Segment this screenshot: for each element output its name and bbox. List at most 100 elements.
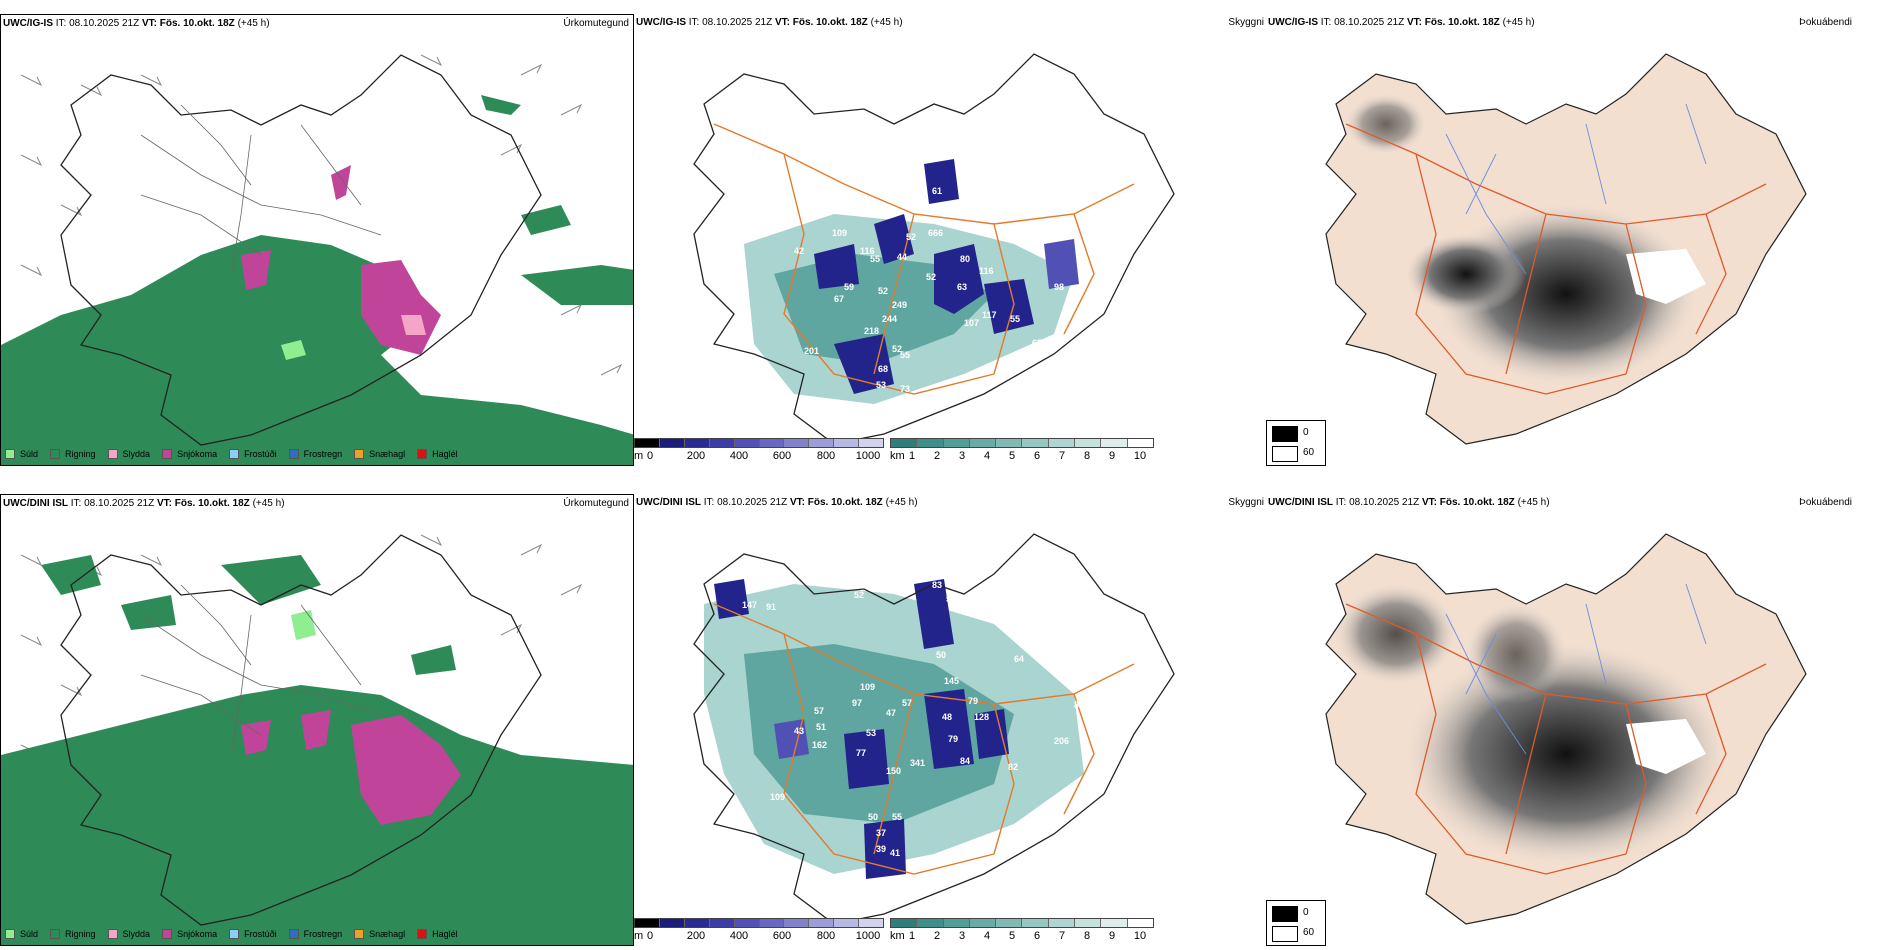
ceiling-tick: 0 <box>646 450 654 462</box>
legend-item-haglel: Haglél <box>417 929 458 939</box>
ceiling-tick: 1000 <box>855 450 881 462</box>
cloud-label: 55 <box>892 812 902 822</box>
fog-legend-max: 60 <box>1303 927 1315 938</box>
visibility-colorbar: km 1 2 3 4 5 6 7 8 9 10 <box>890 438 1154 466</box>
precip-map <box>1 54 633 465</box>
cloud-label: 53 <box>876 380 886 390</box>
precip-type-panel-row2: UWC/DINI ISL IT: 08.10.2025 21Z VT: Fös.… <box>0 494 634 946</box>
cloud-label: 107 <box>964 318 979 328</box>
cloud-label: 206 <box>1054 736 1069 746</box>
legend-item-rigning: Rigning <box>50 449 96 459</box>
vis-tick: 5 <box>1008 930 1016 942</box>
ceiling-tick: 200 <box>686 930 706 942</box>
ceiling-tick: 800 <box>816 930 836 942</box>
visibility-map: 147 91 52 83 53 50 109 97 57 79 57 43 51… <box>693 533 1175 925</box>
cloud-label: 116 <box>860 246 875 256</box>
contours <box>140 584 382 756</box>
legend-item-frostudi: Frostúði <box>229 449 277 459</box>
visibility-panel-row1: UWC/IG-IS IT: 08.10.2025 21Z VT: Fös. 10… <box>634 14 1266 466</box>
contours <box>140 104 382 276</box>
fog-legend-min: 0 <box>1303 907 1309 918</box>
cloud-label: 55 <box>870 254 880 264</box>
rain-area <box>1 235 633 465</box>
legend-item-haglel: Haglél <box>417 449 458 459</box>
vis-tick: 8 <box>1083 930 1091 942</box>
road-network <box>1345 123 1767 395</box>
visibility-scale <box>890 918 1154 928</box>
panel-title: Skyggni <box>1228 17 1264 28</box>
cloud-label: 57 <box>902 698 912 708</box>
cloud-label: 218 <box>864 326 879 336</box>
ceiling-tick: 600 <box>772 930 792 942</box>
cloud-label: 53 <box>946 594 956 604</box>
cloud-label: 42 <box>794 246 804 256</box>
fog-panel-row2: UWC/DINI ISL IT: 08.10.2025 21Z VT: Fös.… <box>1266 494 1900 946</box>
cloud-label: 83 <box>932 580 942 590</box>
rain-area <box>1 685 633 945</box>
legend-item-slydda: Slydda <box>107 929 150 939</box>
iceland-coast <box>693 53 1175 445</box>
vis-tick: 8 <box>1083 450 1091 462</box>
cloud-label: 67 <box>834 294 844 304</box>
panel-header: UWC/DINI ISL IT: 08.10.2025 21Z VT: Fös.… <box>3 498 285 509</box>
cloud-label: 91 <box>766 602 776 612</box>
vis-tick: 2 <box>933 450 941 462</box>
cloud-label: 51 <box>816 722 826 732</box>
cloud-label: 82 <box>1008 762 1018 772</box>
legend-item-rigning: Rigning <box>50 929 96 939</box>
precip-legend: Súld Rigning Slydda Snjókoma Frostúði Fr… <box>5 449 470 459</box>
vis-tick: 1 <box>908 450 916 462</box>
iceland-coast <box>1325 53 1807 445</box>
vis-tick: 2 <box>933 930 941 942</box>
fog-map <box>1325 533 1807 925</box>
cloud-label: 341 <box>910 758 925 768</box>
cloud-label: 68 <box>878 364 888 374</box>
panel-header: UWC/IG-IS IT: 08.10.2025 21Z VT: Fös. 10… <box>636 17 903 28</box>
legend-item-snjokoma: Snjókoma <box>162 929 217 939</box>
legend-item-frostregn: Frostregn <box>288 449 342 459</box>
cloud-label: 61 <box>932 186 942 196</box>
visibility-unit: km <box>890 930 905 942</box>
cloud-label: 55 <box>900 350 910 360</box>
iceland-coast <box>693 533 1175 925</box>
panel-header: UWC/DINI ISL IT: 08.10.2025 21Z VT: Fös.… <box>1268 497 1550 508</box>
cloud-label: 244 <box>882 314 897 324</box>
cloud-label: 145 <box>944 676 959 686</box>
cloud-label: 41 <box>890 848 900 858</box>
panel-title: Þokuábendi <box>1799 17 1852 28</box>
cloud-label: 53 <box>866 728 876 738</box>
cloud-label: 79 <box>948 734 958 744</box>
road-network <box>713 603 1135 875</box>
ceiling-tick: 400 <box>729 930 749 942</box>
panel-title: Úrkomutegund <box>563 498 629 509</box>
panel-title: Skyggni <box>1228 497 1264 508</box>
fog-legend: 0 60 <box>1266 900 1326 946</box>
legend-item-frostregn: Frostregn <box>288 929 342 939</box>
ceiling-scale <box>634 918 884 928</box>
ceiling-colorbar: m 0 200 400 600 800 1000 <box>634 918 884 946</box>
cloud-label: 116 <box>979 266 994 276</box>
visibility-unit: km <box>890 450 905 462</box>
road-network <box>713 123 1135 395</box>
rivers <box>1445 583 1707 755</box>
ceiling-tick: 200 <box>686 450 706 462</box>
vis-tick: 6 <box>1033 930 1041 942</box>
fog-legend: 0 60 <box>1266 420 1326 466</box>
precip-type-panel-row1: UWC/IG-IS IT: 08.10.2025 21Z VT: Fös. 10… <box>0 14 634 466</box>
legend-item-snaehagl: Snæhagl <box>354 929 405 939</box>
vis-tick: 3 <box>958 930 966 942</box>
cloud-label: 98 <box>1054 282 1064 292</box>
legend-item-snaehagl: Snæhagl <box>354 449 405 459</box>
cloud-label: 64 <box>1014 654 1024 664</box>
ceiling-colorbar: m 0 200 400 600 800 1000 <box>634 438 884 466</box>
ceiling-tick: 800 <box>816 450 836 462</box>
legend-item-slydda: Slydda <box>107 449 150 459</box>
cloud-label: 52 <box>854 590 864 600</box>
ceiling-tick: 600 <box>772 450 792 462</box>
cloud-label: 73 <box>900 384 910 394</box>
cloud-label: 666 <box>928 228 943 238</box>
road-network <box>1345 603 1767 875</box>
vis-tick: 4 <box>983 930 991 942</box>
cloud-label: 52 <box>926 272 936 282</box>
ceiling-tick: 400 <box>729 450 749 462</box>
